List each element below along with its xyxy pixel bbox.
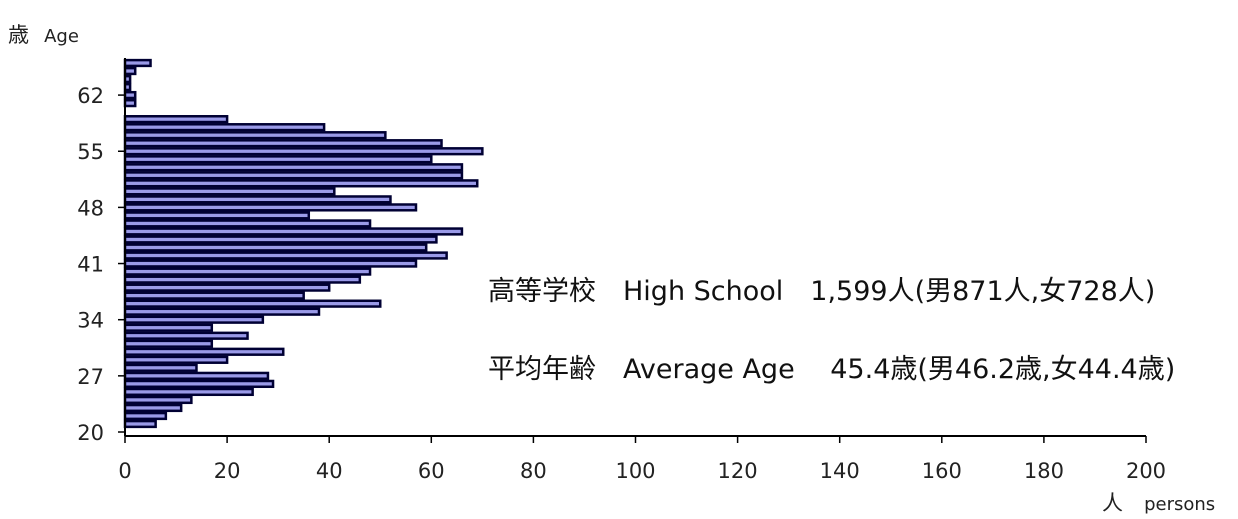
x-tick-label-180: 180 xyxy=(1024,459,1064,483)
bar-age-30 xyxy=(123,347,285,356)
bar-age-65 xyxy=(123,66,137,76)
x-tick-label-160: 160 xyxy=(922,459,962,483)
bar-age-36 xyxy=(123,299,382,308)
x-tick-label-200: 200 xyxy=(1126,459,1166,483)
bar-age-59 xyxy=(123,115,229,124)
x-tick-label-60: 60 xyxy=(418,459,445,483)
y-tick-label-20: 20 xyxy=(77,421,104,445)
bar-age-39 xyxy=(123,275,362,284)
bar-age-58 xyxy=(123,123,326,132)
bar-age-35 xyxy=(123,307,321,316)
y-axis-title-cjk: 歳 xyxy=(8,23,29,47)
bar-age-61 xyxy=(123,98,137,108)
bar-age-47 xyxy=(123,211,311,220)
bar-age-49 xyxy=(123,195,392,204)
y-tick-label-34: 34 xyxy=(77,309,104,333)
bar-age-38 xyxy=(123,283,331,292)
bar-age-24 xyxy=(123,395,193,405)
y-tick-label-41: 41 xyxy=(77,253,104,277)
bar-age-62 xyxy=(123,90,137,100)
x-tick-label-20: 20 xyxy=(214,459,241,483)
bar-age-45 xyxy=(123,227,464,236)
bar-age-26 xyxy=(123,379,275,389)
bar-age-44 xyxy=(123,235,438,244)
bar-age-33 xyxy=(123,323,214,332)
bar-age-22 xyxy=(123,411,168,421)
y-tick-label-55: 55 xyxy=(77,140,104,164)
bar-age-43 xyxy=(123,243,428,252)
total-count-annotation: 高等学校 High School 1,599人(男871人,女728人) xyxy=(488,276,1155,307)
x-tick-label-140: 140 xyxy=(820,459,860,483)
y-tick-label-62: 62 xyxy=(77,84,104,108)
y-axis-title: 歳 Age xyxy=(8,23,79,47)
bar-age-23 xyxy=(123,403,183,413)
x-tick-label-120: 120 xyxy=(718,459,758,483)
bar-age-21 xyxy=(123,419,157,429)
bar-age-55 xyxy=(123,147,484,156)
y-axis-title-en: Age xyxy=(44,26,79,47)
x-tick-label-100: 100 xyxy=(615,459,655,483)
y-tick-label-48: 48 xyxy=(77,196,104,220)
y-tick-label-27: 27 xyxy=(77,365,104,389)
y-axis-ticks: 20 27 34 41 48 55 62 xyxy=(77,84,125,445)
bar-age-27 xyxy=(123,371,270,380)
bar-age-28 xyxy=(123,363,198,372)
x-axis-title: 人 persons xyxy=(1102,491,1215,515)
bar-age-29 xyxy=(123,355,229,364)
bar-age-42 xyxy=(123,251,448,260)
bar-age-56 xyxy=(123,139,443,148)
bar-age-40 xyxy=(123,267,372,276)
bar-series xyxy=(123,58,484,429)
bar-age-48 xyxy=(123,203,418,212)
bar-age-32 xyxy=(123,331,249,340)
bar-age-37 xyxy=(123,291,305,300)
x-axis-ticks: 0 20 40 60 80 100 120 140 160 180 200 xyxy=(118,436,1166,483)
bar-age-46 xyxy=(123,219,372,228)
bar-age-31 xyxy=(123,339,214,348)
bar-age-51 xyxy=(123,179,479,188)
bar-age-34 xyxy=(123,315,265,324)
bar-age-50 xyxy=(123,187,336,196)
bar-age-54 xyxy=(123,155,433,164)
x-tick-label-80: 80 xyxy=(520,459,547,483)
x-tick-label-40: 40 xyxy=(316,459,343,483)
x-axis-title-en: persons xyxy=(1144,494,1215,515)
x-tick-label-0: 0 xyxy=(118,459,131,483)
bar-age-57 xyxy=(123,131,387,140)
bar-age-41 xyxy=(123,259,418,268)
bar-age-25 xyxy=(123,387,254,397)
x-axis-title-cjk: 人 xyxy=(1102,491,1123,515)
bar-age-53 xyxy=(123,163,464,172)
bar-age-52 xyxy=(123,171,464,180)
bar-age-66 xyxy=(123,58,152,68)
average-age-annotation: 平均年齢 Average Age 45.4歳(男46.2歳,女44.4歳) xyxy=(488,354,1175,385)
